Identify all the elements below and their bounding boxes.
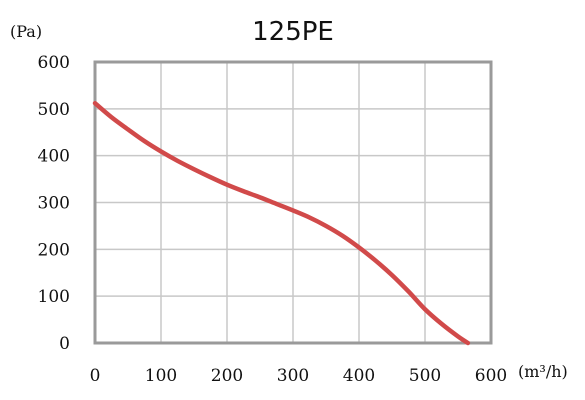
x-tick-label: 500 bbox=[409, 366, 441, 386]
y-tick-label: 500 bbox=[38, 100, 70, 120]
grid-layer bbox=[94, 61, 492, 344]
x-tick-label: 300 bbox=[277, 366, 309, 386]
x-tick-label: 600 bbox=[475, 366, 507, 386]
x-tick-label: 400 bbox=[343, 366, 375, 386]
y-axis-unit-label: (Pa) bbox=[10, 22, 42, 41]
y-tick-label: 100 bbox=[38, 287, 70, 307]
y-tick-label: 400 bbox=[38, 147, 70, 167]
x-tick-label: 200 bbox=[211, 366, 243, 386]
y-tick-label: 200 bbox=[38, 240, 70, 260]
y-tick-label: 0 bbox=[59, 334, 70, 354]
x-tick-label: 0 bbox=[90, 366, 101, 386]
pressure-flow-curve bbox=[92, 100, 471, 346]
y-tick-label: 300 bbox=[38, 194, 70, 214]
x-axis-unit-label: (m³/h) bbox=[518, 362, 568, 381]
plot-area-frame bbox=[93, 60, 493, 345]
curve-layer bbox=[92, 100, 471, 346]
x-tick-label: 100 bbox=[145, 366, 177, 386]
y-tick-label: 600 bbox=[38, 53, 70, 73]
chart-title: 125PE bbox=[252, 17, 334, 47]
y-tick-labels: 0 100 200 300 400 500 600 bbox=[38, 53, 70, 354]
x-tick-labels: 0 100 200 300 400 500 600 bbox=[90, 366, 508, 386]
